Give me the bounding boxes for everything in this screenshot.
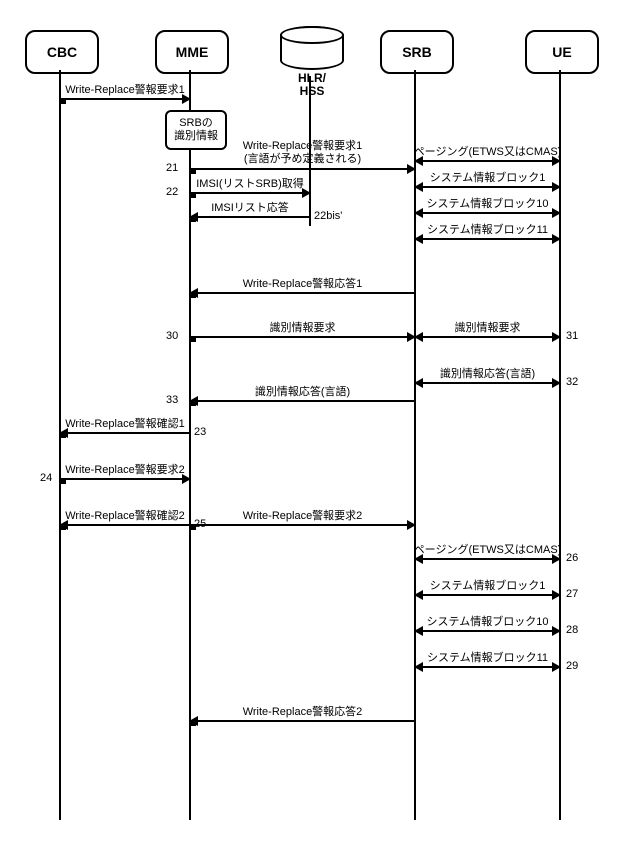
step-32: 32 bbox=[566, 376, 578, 388]
message-label-10: 識別情報要求 bbox=[455, 322, 521, 335]
hlr-label: HLR/HSS bbox=[280, 72, 344, 98]
step-26: 26 bbox=[566, 552, 578, 564]
actor-srb: SRB bbox=[380, 30, 454, 74]
message-line-9 bbox=[190, 336, 415, 338]
sequence-diagram: CBC MME SRB UE HLR/HSS SRBの識別情報 Write-Replace警… bbox=[20, 20, 602, 838]
step-24: 24 bbox=[40, 472, 52, 484]
message-label-1: Write-Replace警報要求1(言語が予め定義される) bbox=[243, 140, 363, 165]
message-line-15 bbox=[60, 524, 190, 526]
step-21: 21 bbox=[166, 162, 178, 174]
message-line-2 bbox=[190, 192, 310, 194]
step-33: 33 bbox=[166, 394, 178, 406]
actor-hlr-hss: HLR/HSS bbox=[280, 26, 344, 98]
message-label-14: Write-Replace警報要求2 bbox=[65, 464, 185, 477]
step-30: 30 bbox=[166, 330, 178, 342]
message-label-21: Write-Replace警報応答2 bbox=[243, 706, 363, 719]
message-label-13: Write-Replace警報確認1 bbox=[65, 418, 185, 431]
step-23: 23 bbox=[194, 426, 206, 438]
step-22bis': 22bis' bbox=[314, 210, 342, 222]
message-label-20: システム情報ブロック11 bbox=[427, 652, 548, 665]
message-line-16 bbox=[190, 524, 415, 526]
message-label-7: システム情報ブロック11 bbox=[427, 224, 548, 237]
message-label-2: IMSI(リストSRB)取得 bbox=[196, 178, 304, 191]
message-line-7 bbox=[415, 238, 560, 240]
message-line-6 bbox=[415, 212, 560, 214]
message-line-3 bbox=[190, 216, 310, 218]
message-label-9: 識別情報要求 bbox=[270, 322, 336, 335]
message-label-4: ページング(ETWS又はCMAS) bbox=[414, 146, 562, 159]
message-line-14 bbox=[60, 478, 190, 480]
message-label-16: Write-Replace警報要求2 bbox=[243, 510, 363, 523]
message-line-19 bbox=[415, 630, 560, 632]
message-label-6: システム情報ブロック10 bbox=[427, 198, 549, 211]
step-22: 22 bbox=[166, 186, 178, 198]
srb-identity-box: SRBの識別情報 bbox=[165, 110, 227, 150]
message-line-5 bbox=[415, 186, 560, 188]
message-line-8 bbox=[190, 292, 415, 294]
step-29: 29 bbox=[566, 660, 578, 672]
step-31: 31 bbox=[566, 330, 578, 342]
message-label-18: システム情報ブロック1 bbox=[430, 580, 546, 593]
message-label-19: システム情報ブロック10 bbox=[427, 616, 549, 629]
message-line-18 bbox=[415, 594, 560, 596]
message-label-12: 識別情報応答(言語) bbox=[255, 386, 350, 399]
lifeline-mme bbox=[189, 70, 191, 820]
message-label-5: システム情報ブロック1 bbox=[430, 172, 546, 185]
message-line-17 bbox=[415, 558, 560, 560]
message-line-10 bbox=[415, 336, 560, 338]
actor-mme: MME bbox=[155, 30, 229, 74]
step-28: 28 bbox=[566, 624, 578, 636]
message-line-12 bbox=[190, 400, 415, 402]
message-line-21 bbox=[190, 720, 415, 722]
message-line-13 bbox=[60, 432, 190, 434]
actor-cbc: CBC bbox=[25, 30, 99, 74]
message-line-1 bbox=[190, 168, 415, 170]
actor-ue: UE bbox=[525, 30, 599, 74]
message-label-17: ページング(ETWS又はCMAS) bbox=[414, 544, 562, 557]
message-line-11 bbox=[415, 382, 560, 384]
message-label-3: IMSIリスト応答 bbox=[211, 202, 289, 215]
message-label-15: Write-Replace警報確認2 bbox=[65, 510, 185, 523]
message-line-20 bbox=[415, 666, 560, 668]
message-line-4 bbox=[415, 160, 560, 162]
lifeline-cbc bbox=[59, 70, 61, 820]
message-label-0: Write-Replace警報要求1 bbox=[65, 84, 185, 97]
message-line-0 bbox=[60, 98, 190, 100]
step-27: 27 bbox=[566, 588, 578, 600]
message-label-8: Write-Replace警報応答1 bbox=[243, 278, 363, 291]
message-label-11: 識別情報応答(言語) bbox=[440, 368, 535, 381]
